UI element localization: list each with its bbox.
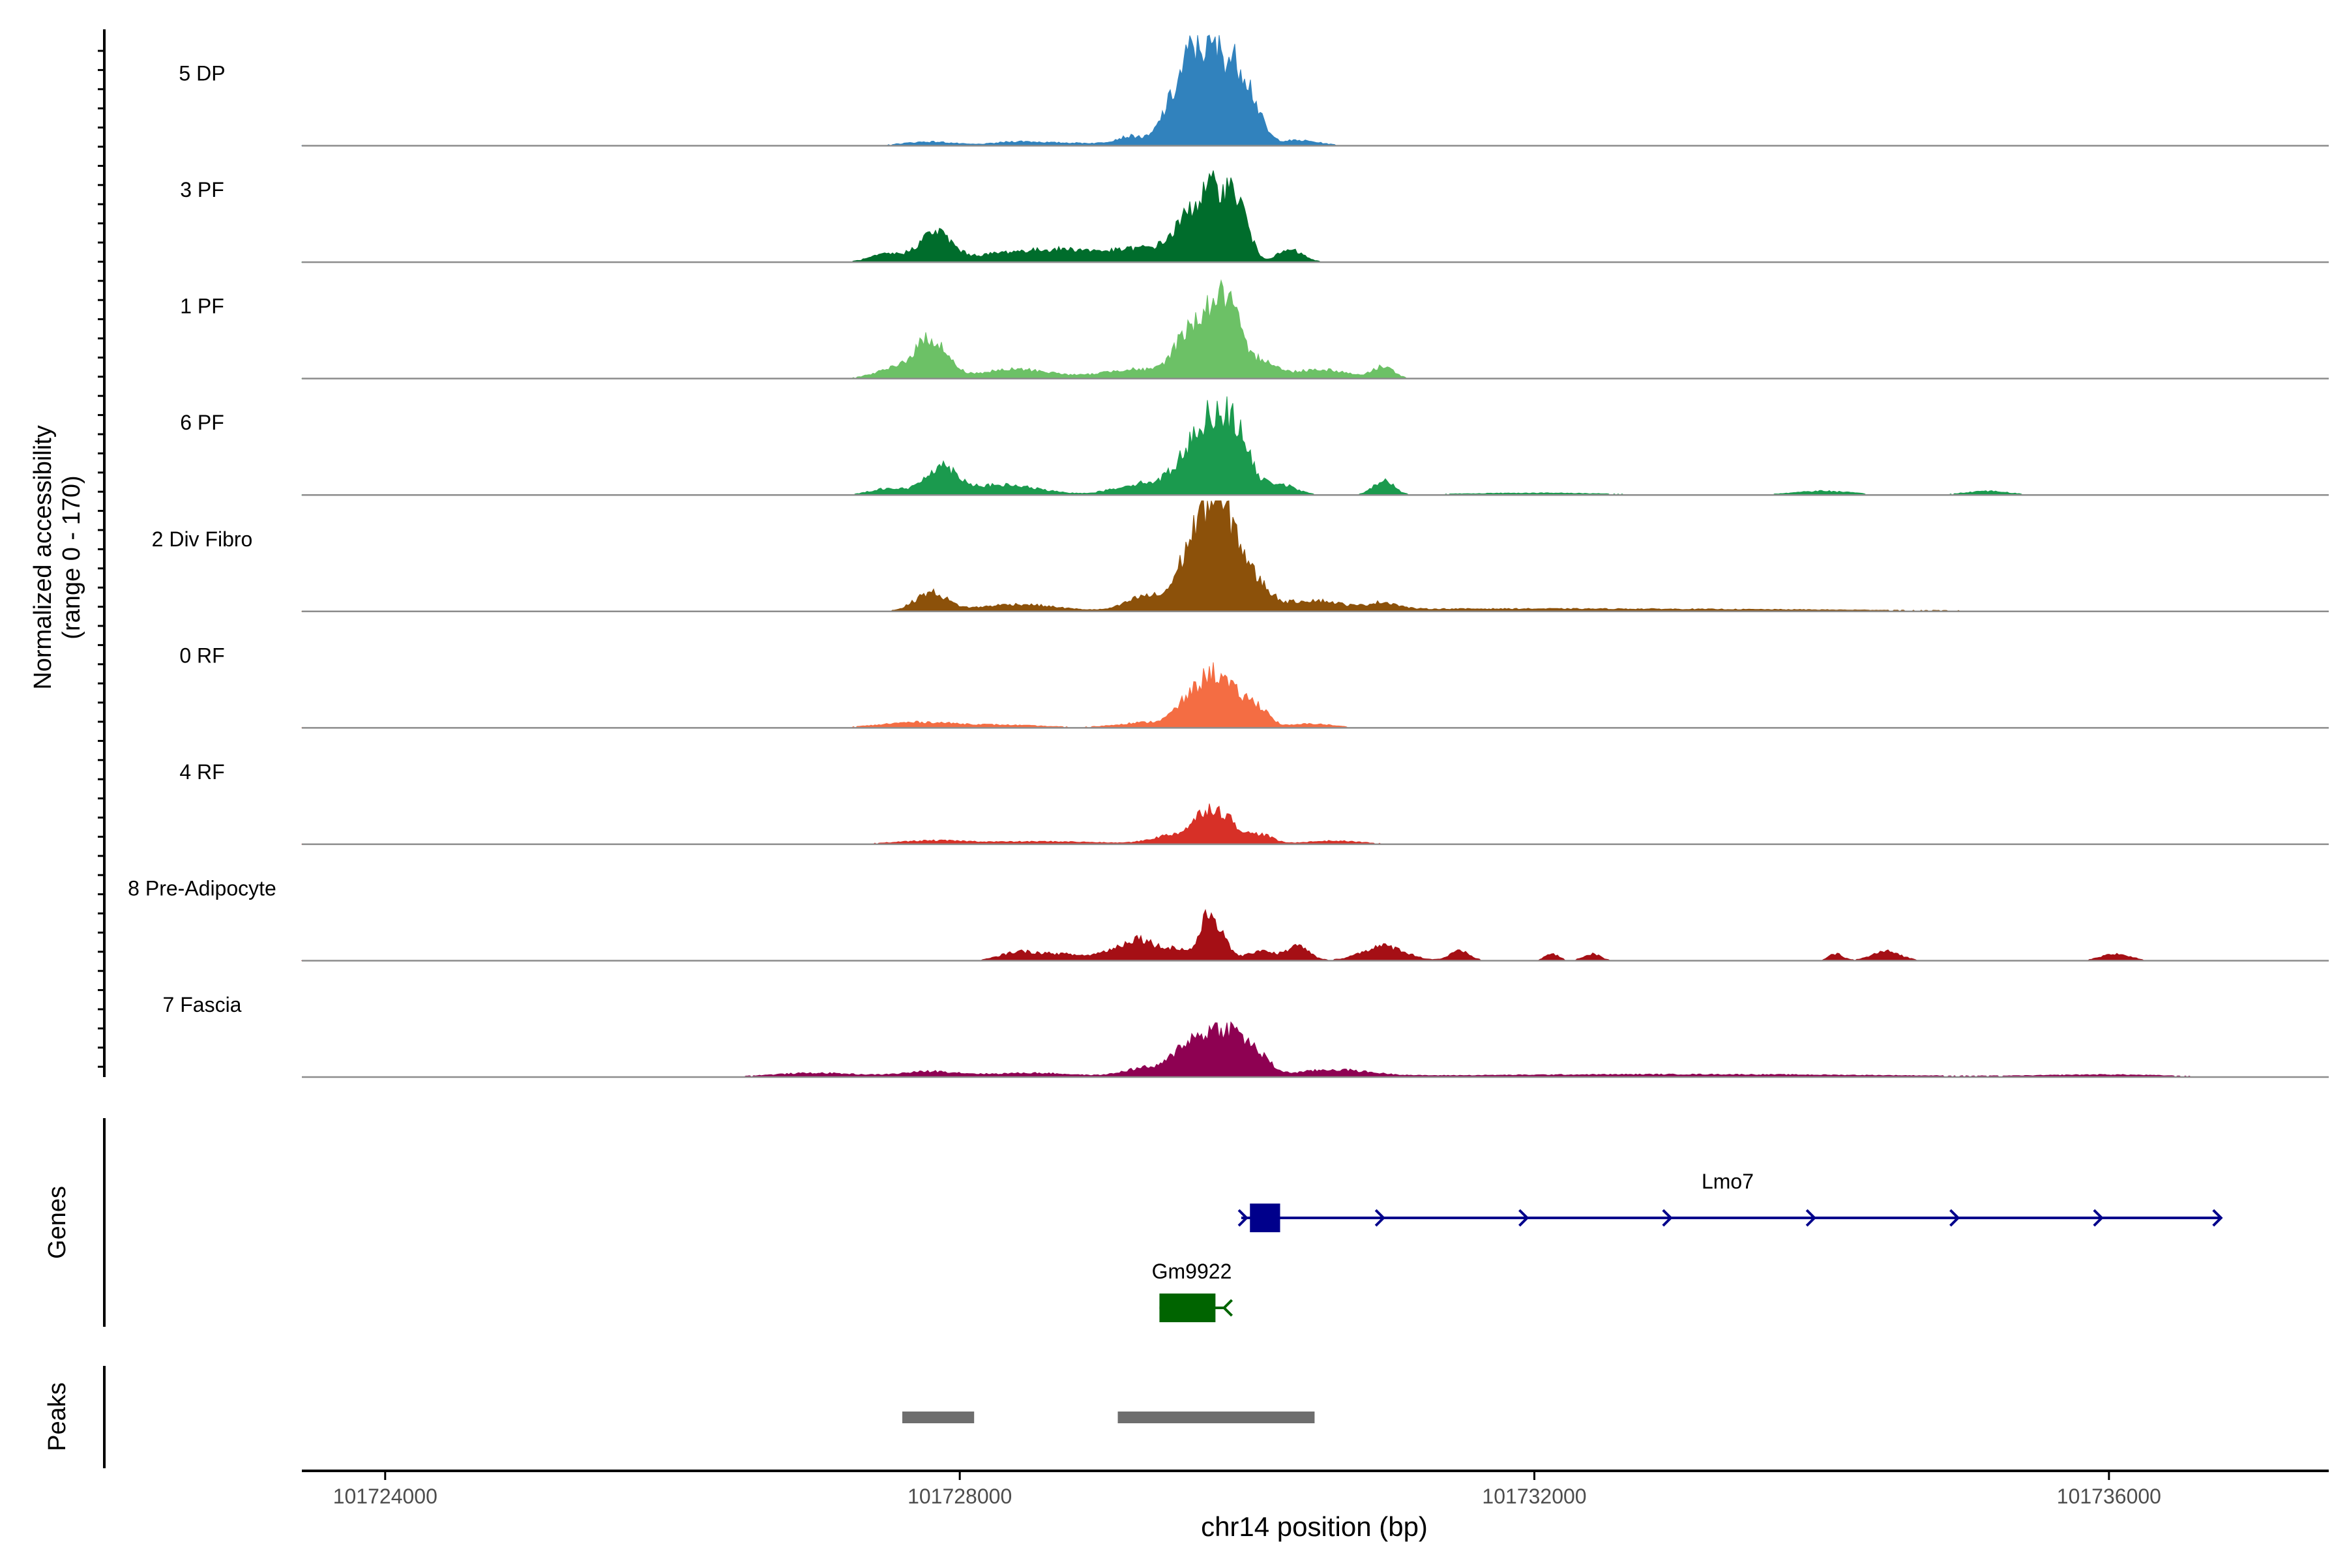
track-1-pf xyxy=(301,279,2329,379)
strand-arrow xyxy=(1374,1209,1385,1227)
track-label-7-fascia: 7 Fascia xyxy=(163,993,242,1016)
strand-arrow xyxy=(1949,1209,1960,1227)
gene-gm9922: Gm9922 xyxy=(1152,1260,1233,1322)
gene-exon xyxy=(1250,1204,1280,1232)
strand-arrow xyxy=(2212,1209,2223,1227)
coverage-area-8-pre-adipocyte xyxy=(301,908,2329,961)
peaks-track-title: Peaks xyxy=(44,1382,71,1451)
coverage-area-3-pf xyxy=(301,170,2329,263)
strand-arrow xyxy=(1518,1209,1529,1227)
track-0-rf xyxy=(301,662,2329,729)
strand-arrow xyxy=(1805,1209,1817,1227)
x-tick-label: 101732000 xyxy=(1482,1485,1586,1508)
genes-track-title: Genes xyxy=(44,1186,71,1259)
x-axis: 101724000 101728000 101732000 101736000 xyxy=(302,1470,2329,1508)
peak-track xyxy=(902,1412,1315,1423)
coverage-area-0-rf xyxy=(301,662,2329,728)
coverage-area-1-pf xyxy=(301,279,2329,379)
track-label-1-pf: 1 PF xyxy=(180,295,224,318)
track-label-6-pf: 6 PF xyxy=(180,411,224,434)
coverage-area-6-pf xyxy=(301,396,2329,496)
track-5-dp xyxy=(301,35,2329,147)
gene-exon xyxy=(1159,1294,1216,1322)
track-8-pre-adipocyte xyxy=(301,908,2329,962)
coverage-area-4-rf xyxy=(301,803,2329,845)
track-label-5-dp: 5 DP xyxy=(179,62,225,85)
gene-label-gm9922: Gm9922 xyxy=(1152,1260,1232,1283)
coverage-area-5-dp xyxy=(301,35,2329,147)
x-axis-title: chr14 position (bp) xyxy=(1201,1511,1428,1542)
gene-label-lmo7: Lmo7 xyxy=(1702,1170,1754,1193)
track-7-fascia xyxy=(302,1021,2329,1078)
track-label-8-pre-adipocyte: 8 Pre-Adipocyte xyxy=(128,876,276,900)
x-tick-label: 101728000 xyxy=(908,1485,1012,1508)
track-6-pf xyxy=(301,396,2329,496)
strand-arrow xyxy=(2093,1209,2104,1227)
y-axis-title-line-2: (range 0 - 170) xyxy=(58,475,85,639)
track-label-4-rf: 4 RF xyxy=(179,760,224,784)
gene-track: Lmo7 Gm9922 xyxy=(1152,1170,2223,1322)
track-label-3-pf: 3 PF xyxy=(180,178,224,201)
strand-arrow xyxy=(1662,1209,1673,1227)
track-3-pf xyxy=(301,170,2329,263)
track-label-0-rf: 0 RF xyxy=(179,643,224,667)
coverage-area-2-div-fibro xyxy=(301,500,2329,612)
track-4-rf xyxy=(301,803,2329,846)
peak-region xyxy=(1117,1412,1315,1423)
gene-lmo7: Lmo7 xyxy=(1237,1170,2223,1232)
peak-region xyxy=(902,1412,975,1423)
track-label-2-div-fibro: 2 Div Fibro xyxy=(152,527,253,551)
x-tick-label: 101736000 xyxy=(2057,1485,2161,1508)
coverage-area-7-fascia xyxy=(302,1021,2329,1078)
coverage-y-axis xyxy=(98,29,106,1077)
coverage-tracks xyxy=(301,35,2329,1078)
strand-arrow xyxy=(1237,1209,1248,1227)
y-axis-title-line-1: Normalized accessibility xyxy=(29,425,57,689)
strand-arrow xyxy=(1222,1299,1233,1317)
x-tick-label: 101724000 xyxy=(333,1485,437,1508)
track-labels: 5 DP 3 PF 1 PF 6 PF 2 Div Fibro 0 RF 4 RF 8 Pre… xyxy=(128,62,276,1016)
track-2-div-fibro xyxy=(301,500,2329,613)
